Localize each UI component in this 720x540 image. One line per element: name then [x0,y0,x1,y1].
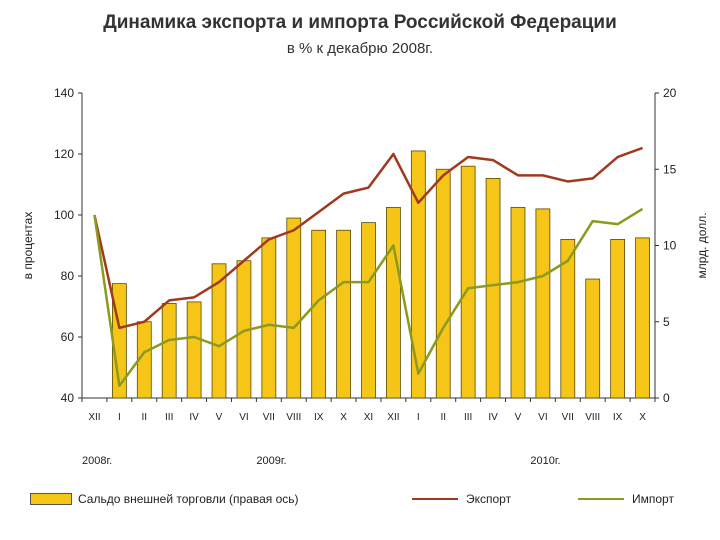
legend-swatch-export [412,498,458,500]
bar-balance [535,208,551,399]
bar-balance [410,150,426,399]
right-tick-label: 0 [663,391,670,405]
right-tick-label: 15 [663,162,677,176]
bar-balance [311,229,327,399]
bar-balance [386,206,401,399]
legend-label-export: Экспорт [466,492,512,506]
x-tick-label: XII [387,412,399,423]
bar-balance [286,217,302,399]
x-tick-label: V [216,412,223,423]
legend-label-import: Импорт [632,492,674,506]
year-label: 2010г. [530,455,560,467]
right-tick-label: 20 [663,86,677,100]
bar-balance [336,229,351,399]
x-tick-label: IX [314,412,324,423]
x-tick-label: X [340,412,347,423]
x-tick-label: IV [189,412,199,423]
x-tick-label: VI [538,412,547,423]
x-tick-label: I [118,412,121,423]
chart-legend: Сальдо внешней торговли (правая ось) Экс… [30,492,710,512]
year-label: 2008г. [82,455,112,467]
bar-balance [161,303,177,399]
bar-balance [211,263,227,399]
legend-swatch-import [578,498,624,500]
bar-balance [261,237,277,399]
right-axis-title: млрд. долл. [695,212,709,278]
x-tick-label: IX [613,412,623,423]
x-tick-label: XII [88,412,100,423]
legend-item-export: Экспорт [412,492,511,506]
x-tick-label: III [464,412,472,423]
x-tick-label: I [417,412,420,423]
line-export [93,146,643,330]
left-tick-label: 140 [54,86,74,100]
bar-balance [361,222,376,399]
x-tick-label: VII [263,412,275,423]
x-tick-label: IV [488,412,498,423]
legend-swatch-balance [30,493,72,505]
bar-balance [510,206,526,399]
line-import [93,207,644,388]
legend-label-balance: Сальдо внешней торговли (правая ось) [78,492,299,506]
right-tick-label: 10 [663,239,677,253]
x-tick-label: VIII [286,412,301,423]
chart-subtitle: в % к декабрю 2008г. [286,40,434,57]
bar-balance [460,165,476,399]
bar-balance [485,177,501,399]
bar-balance [585,278,601,399]
bar-balance [635,237,650,399]
left-axis-title: в процентах [21,212,35,280]
x-tick-label: VII [562,412,574,423]
bar-balance [560,238,576,399]
left-tick-label: 100 [54,208,74,222]
legend-item-balance: Сальдо внешней торговли (правая ось) [30,492,299,506]
x-tick-label: III [165,412,173,423]
left-tick-label: 80 [61,269,75,283]
left-tick-label: 120 [54,147,74,161]
right-tick-label: 5 [663,315,670,329]
left-tick-label: 40 [61,391,75,405]
bar-balance [610,238,626,399]
left-tick-label: 60 [61,330,75,344]
x-tick-label: VI [239,412,248,423]
x-tick-label: X [639,412,646,423]
x-tick-label: V [515,412,522,423]
legend-item-import: Импорт [578,492,674,506]
x-tick-label: II [440,412,446,423]
bar-balance [435,168,451,399]
x-tick-label: XI [364,412,373,423]
bar-balance [186,301,202,399]
chart-title: Динамика экспорта и импорта Российской Ф… [103,12,617,33]
x-tick-label: VIII [585,412,600,423]
x-tick-label: II [142,412,148,423]
year-label: 2009г. [256,455,286,467]
